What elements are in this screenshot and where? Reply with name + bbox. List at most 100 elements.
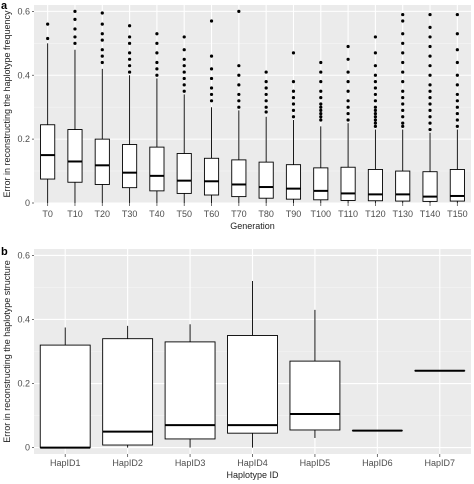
outlier-point: [264, 92, 268, 97]
outlier-point: [264, 99, 268, 103]
box-T10: [67, 9, 83, 203]
x-tick-label: T20: [95, 209, 111, 219]
panel-b-boxes: [39, 281, 466, 449]
outlier-point: [237, 92, 241, 97]
iqr-box: [227, 335, 278, 434]
box-T80: [258, 70, 274, 203]
outlier-point: [319, 70, 323, 74]
y-tick-label: 0.4: [17, 314, 30, 324]
outlier-point: [264, 105, 268, 109]
outlier-point: [428, 115, 432, 119]
iqr-box: [94, 138, 110, 185]
outlier-point: [428, 121, 432, 125]
outlier-point: [401, 80, 405, 84]
outlier-point: [455, 48, 459, 52]
outlier-point: [209, 99, 214, 103]
x-tick-label: T130: [392, 209, 413, 219]
outlier-point: [264, 110, 268, 114]
outlier-point: [182, 35, 186, 39]
outlier-point: [373, 118, 378, 122]
x-tick-label: HapID2: [112, 458, 143, 468]
iqr-box: [164, 341, 216, 440]
box-HapID5: [289, 309, 341, 438]
outlier-point: [401, 115, 405, 119]
outlier-point: [346, 89, 350, 93]
x-tick-label: T0: [42, 209, 53, 219]
box-T100: [313, 60, 329, 203]
x-tick-label: T90: [286, 209, 302, 219]
panel-b: b 00.20.40.6 HapID1 HapID2 HapID3 HapID4 Hap…: [1, 246, 471, 480]
outlier-point: [428, 83, 432, 87]
x-tick-label: HapID3: [175, 458, 206, 468]
outlier-point: [401, 124, 405, 128]
outlier-point: [264, 80, 268, 84]
iqr-box: [231, 159, 247, 198]
outlier-point: [401, 60, 405, 65]
x-tick-label: T110: [338, 209, 358, 219]
outlier-point: [46, 22, 50, 26]
outlier-point: [346, 80, 350, 84]
outlier-point: [455, 73, 459, 77]
box-T150: [449, 12, 465, 203]
x-tick-label: HapID6: [362, 458, 393, 468]
outlier-point: [455, 12, 459, 17]
outlier-point: [401, 70, 405, 74]
outlier-point: [455, 99, 459, 103]
outlier-point: [319, 80, 323, 84]
iqr-box: [340, 166, 356, 201]
outlier-point: [100, 60, 104, 65]
outlier-point: [264, 86, 268, 90]
outlier-point: [428, 96, 432, 100]
x-tick-label: HapID4: [237, 458, 268, 468]
box-T130: [395, 12, 411, 203]
outlier-point: [182, 57, 186, 61]
outlier-point: [401, 19, 405, 23]
outlier-point: [73, 41, 77, 45]
x-tick-label: T140: [420, 209, 441, 219]
outlier-point: [373, 105, 378, 109]
outlier-point: [155, 41, 159, 45]
box-T40: [149, 32, 165, 203]
outlier-point: [100, 54, 104, 58]
outlier-point: [401, 102, 405, 106]
outlier-point: [155, 67, 159, 71]
outlier-point: [291, 115, 296, 119]
x-tick-label: HapID1: [50, 458, 81, 468]
outlier-point: [127, 24, 132, 28]
outlier-point: [319, 102, 323, 106]
outlier-point: [346, 44, 350, 49]
outlier-point: [155, 60, 159, 65]
outlier-point: [237, 105, 241, 109]
outlier-point: [428, 108, 432, 112]
outlier-point: [455, 32, 459, 36]
outlier-point: [455, 92, 459, 97]
panel-a-y-ticks: 0 0.2 0.4 0.6: [17, 6, 34, 208]
box-T0: [40, 22, 56, 203]
outlier-point: [209, 67, 214, 71]
outlier-point: [291, 96, 296, 100]
outlier-point: [319, 111, 323, 116]
outlier-point: [428, 44, 432, 49]
outlier-point: [346, 70, 350, 74]
outlier-point: [401, 121, 405, 125]
iqr-box: [395, 170, 411, 202]
outlier-point: [346, 99, 350, 103]
box-HapID1: [39, 327, 91, 449]
x-tick-label: T10: [67, 209, 83, 219]
y-tick-label: 0.6: [17, 6, 30, 16]
y-tick-label: 0: [25, 198, 30, 208]
outlier-point: [401, 32, 405, 36]
outlier-point: [209, 19, 214, 23]
outlier-point: [401, 96, 405, 100]
outlier-point: [155, 73, 159, 77]
box-T140: [422, 12, 438, 203]
panel-b-x-ticks: HapID1 HapID2 HapID3 HapID4 HapID5 HapID6 HapI…: [50, 454, 455, 468]
outlier-point: [73, 27, 77, 31]
y-tick-label: 0.2: [17, 379, 30, 389]
panel-b-y-axis-title: Error in reconstructing the haplotype st…: [2, 260, 12, 443]
outlier-point: [291, 51, 296, 55]
outlier-point: [319, 115, 323, 119]
x-tick-label: T120: [365, 209, 386, 219]
outlier-point: [373, 73, 378, 77]
